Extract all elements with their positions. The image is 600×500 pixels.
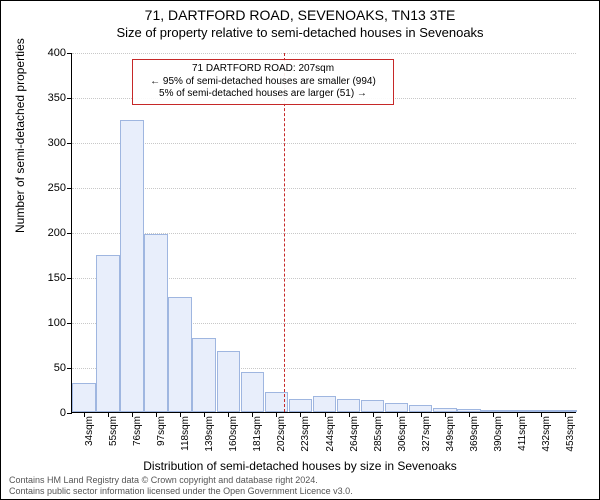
annotation-line: ← 95% of semi-detached houses are smalle… [138, 76, 388, 89]
histogram-bar [265, 392, 289, 412]
xtick-label: 244sqm [325, 416, 336, 452]
xtick-label: 55sqm [108, 416, 119, 446]
ytick-label: 100 [48, 317, 66, 329]
chart-title-address: 71, DARTFORD ROAD, SEVENOAKS, TN13 3TE [1, 7, 599, 23]
xtick-label: 264sqm [349, 416, 360, 452]
attribution-footer: Contains HM Land Registry data © Crown c… [9, 475, 591, 496]
ytick-mark [67, 98, 72, 99]
xtick-label: 160sqm [228, 416, 239, 452]
xtick-label: 432sqm [541, 416, 552, 452]
ytick-label: 300 [48, 137, 66, 149]
histogram-bar [241, 372, 265, 413]
annotation-box: 71 DARTFORD ROAD: 207sqm← 95% of semi-de… [132, 59, 394, 105]
x-axis-title: Distribution of semi-detached houses by … [1, 459, 599, 473]
ytick-mark [67, 413, 72, 414]
xtick-label: 390sqm [493, 416, 504, 452]
gridline [72, 143, 576, 144]
histogram-bar [337, 399, 361, 413]
plot-area: 05010015020025030035040034sqm55sqm76sqm9… [71, 53, 576, 413]
ytick-label: 250 [48, 182, 66, 194]
histogram-bar [144, 234, 168, 412]
histogram-bar [361, 400, 385, 412]
histogram-bar [313, 396, 337, 412]
histogram-bar [217, 351, 241, 412]
y-axis-title: Number of semi-detached properties [13, 38, 27, 233]
ytick-mark [67, 53, 72, 54]
xtick-label: 327sqm [421, 416, 432, 452]
ytick-mark [67, 278, 72, 279]
histogram-bar [192, 338, 216, 412]
ytick-label: 400 [48, 47, 66, 59]
ytick-label: 150 [48, 272, 66, 284]
xtick-label: 223sqm [300, 416, 311, 452]
xtick-label: 139sqm [204, 416, 215, 452]
xtick-label: 76sqm [132, 416, 143, 446]
xtick-label: 118sqm [180, 416, 191, 451]
footer-line-1: Contains HM Land Registry data © Crown c… [9, 475, 591, 485]
xtick-label: 411sqm [517, 416, 528, 451]
histogram-bar [96, 255, 120, 413]
annotation-line: 71 DARTFORD ROAD: 207sqm [138, 63, 388, 76]
ytick-label: 50 [54, 362, 66, 374]
xtick-label: 181sqm [252, 416, 263, 452]
annotation-line: 5% of semi-detached houses are larger (5… [138, 88, 388, 101]
xtick-label: 453sqm [565, 416, 576, 452]
ytick-mark [67, 143, 72, 144]
chart-subtitle: Size of property relative to semi-detach… [1, 25, 599, 40]
xtick-label: 202sqm [276, 416, 287, 452]
chart-container: 71, DARTFORD ROAD, SEVENOAKS, TN13 3TE S… [0, 0, 600, 500]
histogram-bar [72, 383, 96, 412]
ytick-mark [67, 233, 72, 234]
ytick-label: 350 [48, 92, 66, 104]
ytick-mark [67, 188, 72, 189]
xtick-label: 306sqm [397, 416, 408, 452]
ytick-mark [67, 323, 72, 324]
reference-line [284, 53, 285, 412]
ytick-label: 0 [60, 407, 66, 419]
histogram-bar [168, 297, 192, 412]
histogram-bar [385, 403, 409, 412]
xtick-label: 369sqm [469, 416, 480, 452]
ytick-mark [67, 368, 72, 369]
histogram-bar [120, 120, 144, 413]
xtick-label: 349sqm [445, 416, 456, 452]
xtick-label: 285sqm [373, 416, 384, 452]
histogram-bar [409, 405, 433, 412]
gridline [72, 188, 576, 189]
histogram-bar [289, 399, 313, 413]
xtick-label: 34sqm [84, 416, 95, 446]
gridline [72, 53, 576, 54]
ytick-label: 200 [48, 227, 66, 239]
footer-line-2: Contains public sector information licen… [9, 486, 591, 496]
xtick-label: 97sqm [156, 416, 167, 446]
